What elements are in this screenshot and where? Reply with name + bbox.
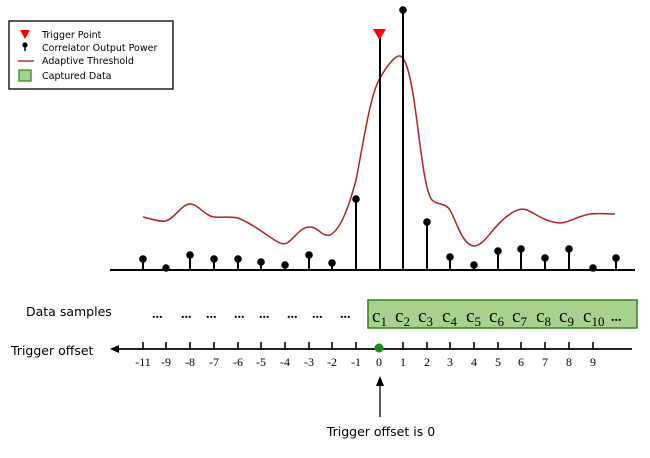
- svg-text:-6: -6: [233, 355, 243, 369]
- legend-label-trigger: Trigger Point: [41, 30, 102, 41]
- svg-text:...: ...: [234, 307, 245, 322]
- trigger-offset-annotation: Trigger offset is 0: [326, 424, 435, 439]
- svg-text:-2: -2: [327, 355, 337, 369]
- svg-text:-11: -11: [135, 355, 151, 369]
- data-samples-label: Data samples: [26, 304, 112, 319]
- captured-data-legend-icon: [18, 69, 32, 82]
- svg-text:...: ...: [611, 310, 622, 325]
- svg-text:...: ...: [287, 307, 298, 322]
- correlator-stems: [139, 6, 620, 272]
- svg-text:-1: -1: [351, 355, 361, 369]
- svg-text:4: 4: [471, 355, 477, 369]
- svg-text:6: 6: [518, 355, 524, 369]
- svg-text:c10: c10: [583, 306, 604, 329]
- svg-text:7: 7: [542, 355, 548, 369]
- trigger-point-legend-icon: [20, 30, 30, 39]
- stem-marker-legend-icon: [22, 42, 28, 51]
- svg-text:...: ...: [206, 307, 217, 322]
- svg-text:c4: c4: [442, 306, 457, 329]
- svg-text:c2: c2: [395, 306, 410, 329]
- captured-samples: c1 c2 c3 c4 c5 c6 c7 c8 c9 c10 ...: [372, 306, 622, 329]
- svg-text:...: ...: [152, 307, 163, 322]
- svg-text:-5: -5: [256, 355, 266, 369]
- svg-text:c6: c6: [489, 306, 504, 329]
- legend-label-correlator: Correlator Output Power: [42, 43, 157, 54]
- offset-tick-labels: -11 -9 -8 -7 -6 -5 -4 -3 -2 -1 0 1 2 3 4…: [135, 355, 596, 369]
- legend: Trigger Point Correlator Output Power Ad…: [8, 20, 174, 90]
- svg-text:-7: -7: [209, 355, 219, 369]
- svg-text:c7: c7: [512, 306, 527, 329]
- trigger-offset-label: Trigger offset: [10, 343, 94, 358]
- svg-text:-4: -4: [280, 355, 290, 369]
- legend-label-threshold: Adaptive Threshold: [42, 56, 134, 67]
- axis-arrow-left-icon: [110, 345, 119, 353]
- svg-text:1: 1: [400, 355, 406, 369]
- svg-text:c8: c8: [536, 306, 551, 329]
- svg-text:2: 2: [424, 355, 430, 369]
- offset-ticks: [142, 342, 594, 349]
- svg-text:c1: c1: [372, 306, 387, 329]
- svg-text:...: ...: [181, 307, 192, 322]
- svg-text:-9: -9: [161, 355, 171, 369]
- svg-text:9: 9: [590, 355, 596, 369]
- svg-text:8: 8: [566, 355, 572, 369]
- svg-text:...: ...: [259, 307, 270, 322]
- captured-data-box: [367, 299, 638, 329]
- uncaptured-ellipses: ... ... ... ... ... ... ... ...: [152, 307, 351, 322]
- svg-text:3: 3: [447, 355, 453, 369]
- svg-text:0: 0: [376, 355, 382, 369]
- svg-text:...: ...: [312, 307, 323, 322]
- legend-label-captured: Captured Data: [42, 71, 112, 82]
- svg-text:c5: c5: [466, 306, 481, 329]
- arrow-up-icon: [376, 376, 384, 386]
- svg-text:...: ...: [340, 307, 351, 322]
- svg-text:c3: c3: [418, 306, 433, 329]
- svg-text:-3: -3: [304, 355, 314, 369]
- svg-text:c9: c9: [559, 306, 574, 329]
- trigger-point-icon: [373, 29, 386, 40]
- trigger-zero-marker-icon: [374, 343, 384, 353]
- svg-text:-8: -8: [185, 355, 195, 369]
- svg-text:5: 5: [495, 355, 501, 369]
